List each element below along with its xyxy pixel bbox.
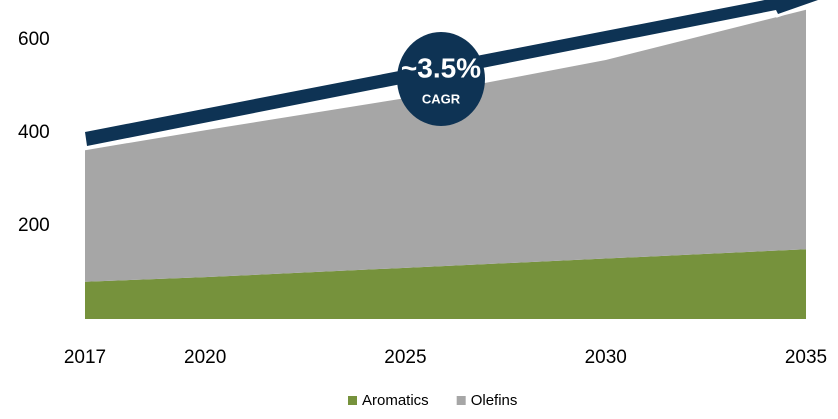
x-tick-label: 2030 [585, 347, 627, 368]
legend-label: Aromatics [362, 392, 429, 409]
y-tick-label: 200 [18, 215, 50, 236]
x-tick-label: 2025 [384, 347, 426, 368]
x-tick-label: 2017 [64, 347, 106, 368]
legend-swatch [456, 396, 466, 405]
plot-area [85, 9, 806, 319]
area [85, 249, 806, 319]
legend-swatch [348, 396, 357, 405]
x-tick-label: 2035 [785, 347, 827, 368]
area [85, 9, 806, 282]
y-tick-label: 400 [18, 122, 50, 143]
cagr-badge [397, 32, 485, 126]
legend-label: Olefins [471, 392, 518, 409]
cagr-value: ~3.5% [401, 52, 481, 83]
cagr-label: CAGR [422, 91, 461, 106]
y-tick-label: 600 [18, 29, 50, 50]
x-tick-label: 2020 [184, 347, 226, 368]
